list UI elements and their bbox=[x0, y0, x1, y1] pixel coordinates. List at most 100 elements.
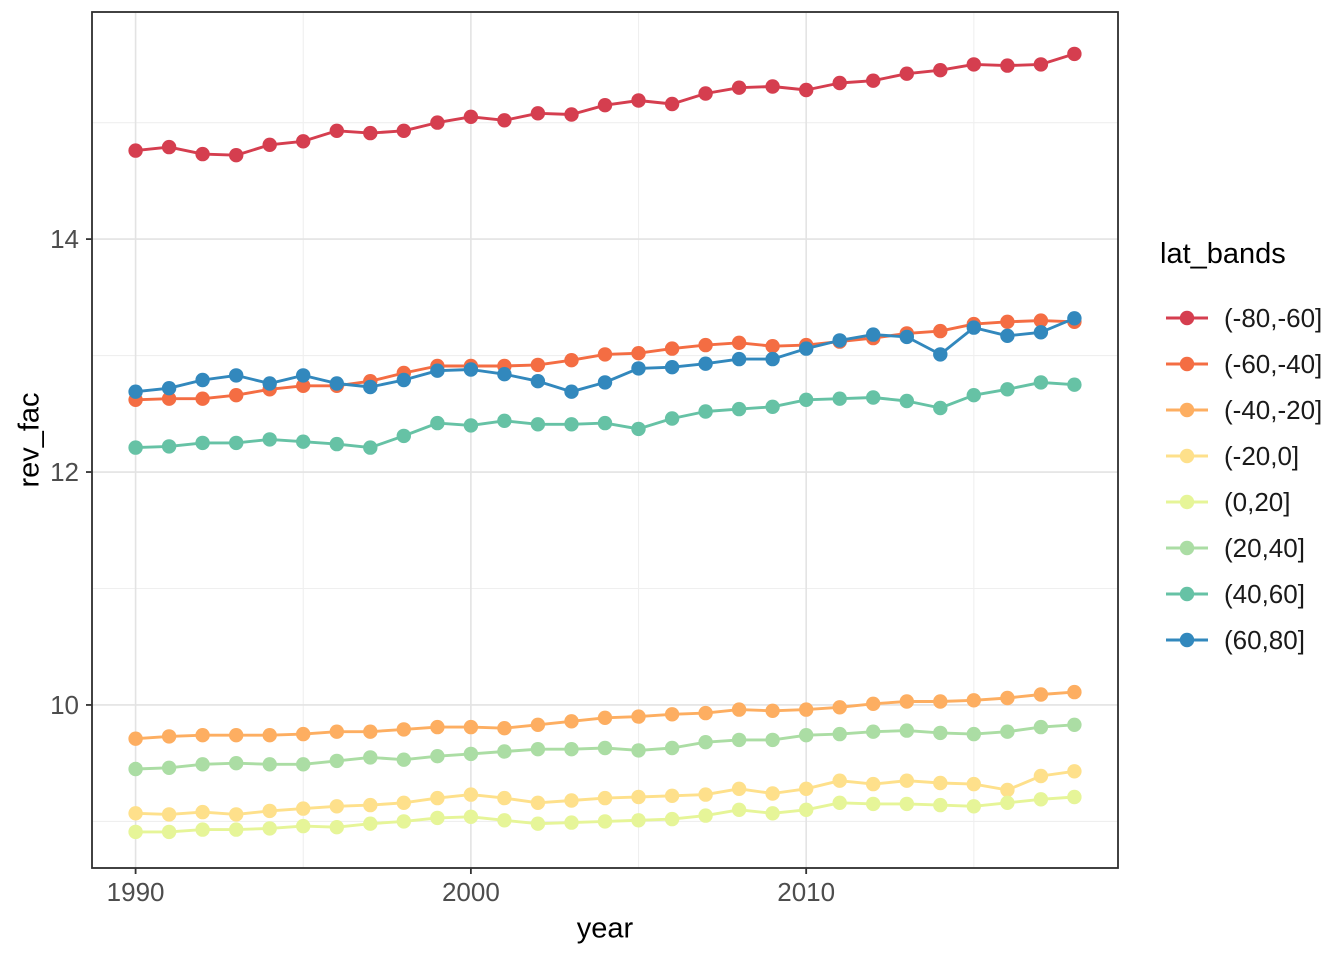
data-point bbox=[530, 106, 546, 121]
data-point bbox=[1033, 792, 1049, 807]
data-point bbox=[396, 372, 411, 388]
data-point bbox=[128, 384, 143, 399]
data-point bbox=[832, 333, 847, 348]
legend-key-icon bbox=[1166, 494, 1208, 510]
data-point bbox=[799, 82, 814, 98]
data-point bbox=[899, 773, 914, 788]
data-point bbox=[296, 757, 311, 772]
data-point bbox=[195, 391, 210, 406]
data-point bbox=[161, 381, 177, 396]
data-point bbox=[229, 368, 244, 383]
data-point bbox=[396, 428, 411, 444]
data-point bbox=[966, 57, 981, 72]
data-point bbox=[731, 335, 747, 350]
data-point bbox=[799, 781, 814, 796]
data-point bbox=[296, 434, 311, 449]
data-point bbox=[631, 421, 646, 437]
legend-key-icon bbox=[1166, 586, 1208, 602]
data-point bbox=[731, 401, 747, 417]
data-point bbox=[229, 756, 244, 771]
data-point bbox=[497, 790, 512, 806]
legend: lat_bands (-80,-60] (-60,-40] (-40,-20] (-2… bbox=[1160, 238, 1322, 663]
data-point bbox=[866, 724, 881, 739]
legend-item-label: (-80,-60] bbox=[1224, 302, 1323, 333]
x-tick-label: 1990 bbox=[107, 877, 165, 907]
data-point bbox=[564, 815, 579, 830]
data-point bbox=[664, 360, 680, 375]
data-point bbox=[866, 390, 881, 405]
data-point bbox=[832, 700, 847, 715]
data-point bbox=[1067, 764, 1082, 779]
data-point bbox=[966, 799, 981, 814]
data-point bbox=[229, 388, 244, 403]
legend-item-label: (40,60] bbox=[1224, 578, 1305, 609]
data-point bbox=[866, 696, 881, 711]
data-point bbox=[396, 814, 411, 829]
data-point bbox=[698, 404, 713, 419]
data-point bbox=[463, 746, 479, 762]
data-point bbox=[1000, 690, 1015, 706]
data-point bbox=[564, 714, 579, 729]
data-point bbox=[430, 415, 445, 431]
data-point bbox=[497, 721, 512, 736]
data-point bbox=[933, 725, 948, 741]
data-point bbox=[1000, 382, 1015, 397]
data-point bbox=[161, 439, 177, 454]
data-point bbox=[731, 732, 747, 748]
legend-item: (60,80] bbox=[1160, 617, 1322, 663]
data-point bbox=[1033, 325, 1049, 340]
data-point bbox=[363, 797, 378, 813]
y-tick-label: 12 bbox=[50, 457, 79, 487]
data-point bbox=[631, 361, 646, 376]
data-point bbox=[966, 726, 981, 742]
data-point bbox=[698, 337, 713, 353]
data-point bbox=[564, 793, 579, 808]
data-point bbox=[832, 391, 847, 406]
data-point bbox=[631, 743, 646, 758]
data-point bbox=[933, 62, 948, 78]
data-point bbox=[262, 376, 277, 391]
y-axis-title: rev_fac bbox=[13, 392, 46, 488]
legend-key-icon bbox=[1166, 310, 1208, 326]
data-point bbox=[463, 809, 479, 824]
data-point bbox=[497, 367, 512, 382]
data-point bbox=[229, 822, 244, 837]
data-point bbox=[1067, 717, 1082, 732]
data-point bbox=[698, 735, 713, 750]
legend-key-icon bbox=[1166, 632, 1208, 648]
data-point bbox=[195, 728, 210, 743]
data-point bbox=[765, 339, 780, 354]
data-point bbox=[128, 806, 143, 821]
data-point bbox=[195, 146, 210, 162]
data-point bbox=[430, 810, 445, 826]
data-point bbox=[195, 435, 210, 451]
data-point bbox=[363, 724, 378, 739]
data-point bbox=[396, 123, 411, 138]
panel-border bbox=[91, 11, 1119, 869]
data-point bbox=[631, 789, 646, 805]
data-point bbox=[899, 796, 914, 812]
data-point bbox=[229, 728, 244, 743]
legend-item: (40,60] bbox=[1160, 571, 1322, 617]
data-point bbox=[765, 79, 780, 94]
data-point bbox=[262, 432, 277, 447]
data-point bbox=[296, 801, 311, 816]
data-point bbox=[631, 93, 646, 108]
data-point bbox=[966, 693, 981, 708]
data-point bbox=[262, 728, 277, 743]
data-point bbox=[1033, 313, 1049, 328]
data-point bbox=[899, 723, 914, 738]
data-point bbox=[229, 148, 244, 163]
data-point bbox=[799, 392, 814, 407]
legend-item: (-20,0] bbox=[1160, 433, 1322, 479]
data-point bbox=[329, 724, 344, 739]
data-point bbox=[430, 363, 445, 378]
data-point bbox=[363, 440, 378, 455]
data-point bbox=[128, 440, 143, 455]
data-point bbox=[564, 353, 579, 368]
data-point bbox=[1067, 311, 1082, 326]
legend-key-icon bbox=[1166, 356, 1208, 372]
data-point bbox=[799, 341, 814, 356]
data-point bbox=[262, 757, 277, 772]
data-point bbox=[262, 137, 277, 152]
